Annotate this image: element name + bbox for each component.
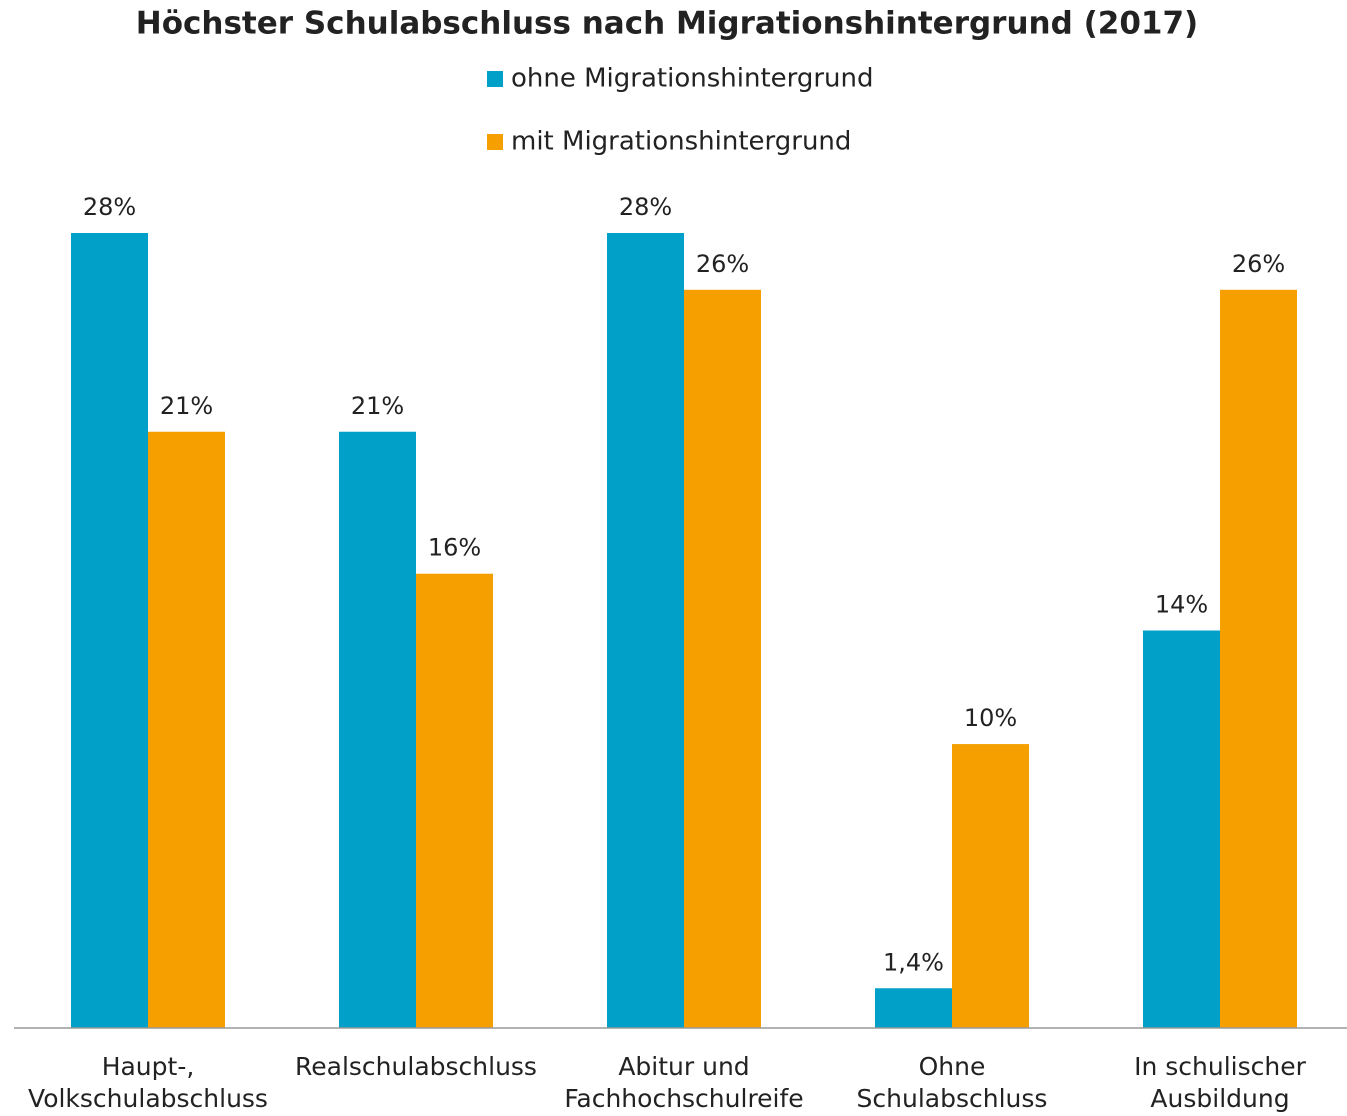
bar <box>952 744 1029 1028</box>
legend-swatch <box>487 71 503 87</box>
value-label: 10% <box>964 704 1017 732</box>
legend-label: mit Migrationshintergrund <box>511 127 851 157</box>
bar <box>1143 630 1220 1028</box>
bar <box>684 289 761 1028</box>
bar <box>71 233 148 1028</box>
value-label: 26% <box>696 250 749 278</box>
value-label: 16% <box>428 534 481 562</box>
bar <box>416 573 493 1028</box>
value-label: 26% <box>1232 250 1285 278</box>
bar <box>148 431 225 1028</box>
x-tick-label: Ohne Schulabschluss <box>856 1052 1048 1113</box>
x-tick-label: In schulischer Ausbildung <box>1134 1052 1306 1113</box>
bar <box>339 431 416 1028</box>
legend-label: ohne Migrationshintergrund <box>511 64 874 94</box>
bar <box>1220 289 1297 1028</box>
value-label: 28% <box>619 193 672 221</box>
value-label: 14% <box>1155 591 1208 619</box>
bar <box>875 988 952 1028</box>
x-tick-label: Realschulabschluss <box>295 1052 537 1081</box>
legend-swatch <box>487 134 503 150</box>
chart-title: Höchster Schulabschluss nach Migrationsh… <box>136 6 1198 42</box>
x-tick-label: Abitur und Fachhochschulreife <box>564 1052 804 1113</box>
value-label: 1,4% <box>883 948 944 976</box>
value-label: 28% <box>83 193 136 221</box>
x-tick-label: Haupt-, Volkschulabschluss <box>28 1052 268 1113</box>
bar <box>607 233 684 1028</box>
value-label: 21% <box>160 392 213 420</box>
value-label: 21% <box>351 392 404 420</box>
